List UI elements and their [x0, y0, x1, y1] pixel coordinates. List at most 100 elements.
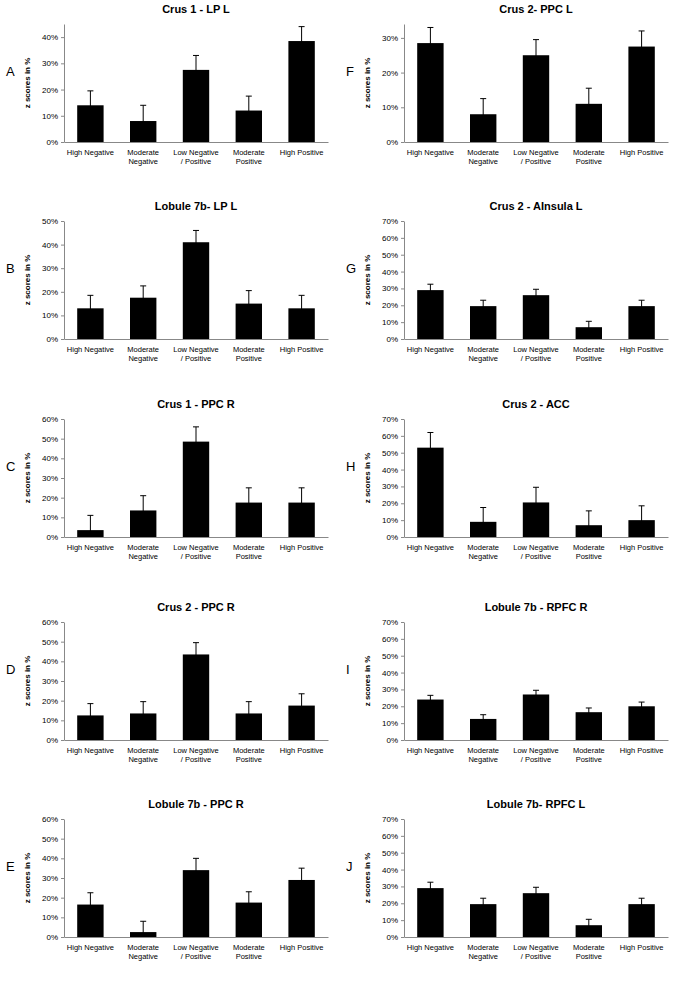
y-tick-label: 30%: [42, 874, 58, 883]
y-axis: 0%10%20%30%40%50%: [42, 217, 65, 344]
y-tick: 50%: [382, 652, 404, 661]
x-tick-label: Low Negative/ Positive: [513, 746, 558, 763]
y-tick-label: 0%: [46, 138, 58, 147]
error-bar-line: [299, 694, 305, 718]
y-tick: 60%: [42, 415, 64, 424]
x-tick-label: Low Negative/ Positive: [513, 148, 558, 165]
y-tick-label: 30%: [42, 677, 58, 686]
y-tick-label: 0%: [46, 533, 58, 542]
y-tick-label: 40%: [382, 268, 398, 277]
x-tick: ModeratePositive: [233, 543, 265, 560]
x-tick-label: High Positive: [620, 148, 664, 157]
error-bar-line: [639, 506, 645, 535]
y-tick: 60%: [42, 815, 64, 824]
error-bar-line: [299, 27, 305, 56]
y-tick-label: 40%: [382, 669, 398, 678]
bar: [523, 694, 549, 740]
y-tick-mark: [401, 723, 404, 724]
y-tick: 0%: [386, 138, 404, 147]
error-bar-line: [87, 704, 93, 728]
error-bar-line: [193, 643, 199, 667]
error-bar-line: [193, 55, 199, 84]
y-tick-mark: [401, 870, 404, 871]
error-bar: [533, 487, 539, 517]
y-tick: 30%: [382, 34, 404, 43]
x-tick: Low Negative/ Positive: [173, 148, 218, 165]
y-tick-mark: [401, 255, 404, 256]
y-tick: 50%: [42, 638, 64, 647]
error-bar: [193, 858, 199, 882]
y-tick-label: 70%: [382, 415, 398, 424]
error-bar-line: [87, 893, 93, 917]
plot-area: [77, 858, 315, 937]
y-tick-label: 30%: [382, 882, 398, 891]
y-tick-label: 40%: [42, 657, 58, 666]
x-tick: ModeratePositive: [573, 746, 605, 763]
x-tick: ModerateNegative: [127, 746, 159, 763]
y-tick-mark: [401, 470, 404, 471]
panel: HCrus 2 - ACCz scores in %0%10%20%30%40%…: [346, 398, 669, 561]
y-tick: 40%: [42, 33, 64, 42]
error-bar: [140, 496, 146, 526]
y-axis-line: [64, 25, 65, 143]
y-tick-mark: [401, 673, 404, 674]
y-tick-mark: [401, 305, 404, 306]
y-tick: 10%: [42, 311, 64, 320]
x-tick-label: ModerateNegative: [127, 543, 159, 560]
error-bar: [639, 300, 645, 312]
y-tick-mark: [61, 537, 64, 538]
y-tick: 70%: [382, 415, 404, 424]
y-tick: 20%: [42, 288, 64, 297]
x-axis: High NegativeModerateNegativeLow Negativ…: [405, 938, 669, 961]
x-tick-label: High Negative: [407, 148, 454, 157]
x-tick-label: Low Negative/ Positive: [173, 148, 218, 165]
x-tick-label: ModeratePositive: [233, 543, 265, 560]
y-tick: 40%: [42, 657, 64, 666]
y-tick-label: 50%: [42, 835, 58, 844]
y-axis-title: z scores in %: [23, 58, 32, 109]
y-axis-line: [64, 222, 65, 340]
y-axis-line: [404, 623, 405, 741]
x-tick-label: High Negative: [407, 345, 454, 354]
error-bar-line: [586, 321, 592, 333]
y-tick-mark: [61, 898, 64, 899]
error-bar: [87, 704, 93, 728]
x-axis-line: [65, 339, 329, 340]
x-tick: ModeratePositive: [233, 943, 265, 960]
error-bar: [193, 230, 199, 254]
error-bar: [87, 893, 93, 917]
y-tick: 10%: [42, 112, 64, 121]
y-tick-label: 60%: [382, 234, 398, 243]
chart-title: Lobule 7b - RPFC R: [485, 601, 588, 613]
x-axis-line: [65, 142, 329, 143]
y-tick: 20%: [382, 301, 404, 310]
y-tick-label: 60%: [42, 618, 58, 627]
error-bar-line: [533, 887, 539, 899]
x-tick-label: Low Negative/ Positive: [173, 543, 218, 560]
y-tick-mark: [61, 116, 64, 117]
chart-title: Crus 2 - AInsula L: [489, 200, 582, 212]
y-tick: 60%: [382, 234, 404, 243]
error-bar: [533, 40, 539, 71]
y-tick-label: 60%: [382, 432, 398, 441]
error-bar-line: [246, 892, 252, 914]
error-bar: [246, 892, 252, 914]
x-tick: ModeratePositive: [233, 148, 265, 165]
error-bar: [586, 321, 592, 333]
x-tick: Low Negative/ Positive: [173, 943, 218, 960]
error-bar: [639, 506, 645, 535]
y-axis-title: z scores in %: [363, 255, 372, 306]
y-tick-mark: [61, 439, 64, 440]
error-bar-line: [639, 31, 645, 62]
y-tick-mark: [401, 537, 404, 538]
x-tick: Low Negative/ Positive: [173, 345, 218, 362]
y-axis: 0%10%20%30%40%: [42, 25, 65, 148]
x-tick-label: ModerateNegative: [127, 148, 159, 165]
panel: ILobule 7b - RPFC Rz scores in %0%10%20%…: [346, 601, 669, 764]
y-axis: 0%10%20%30%40%50%60%70%: [382, 815, 405, 942]
y-tick-mark: [401, 107, 404, 108]
y-tick: 30%: [382, 482, 404, 491]
y-tick-label: 20%: [382, 499, 398, 508]
y-tick: 50%: [42, 435, 64, 444]
x-tick: High Negative: [407, 543, 454, 552]
